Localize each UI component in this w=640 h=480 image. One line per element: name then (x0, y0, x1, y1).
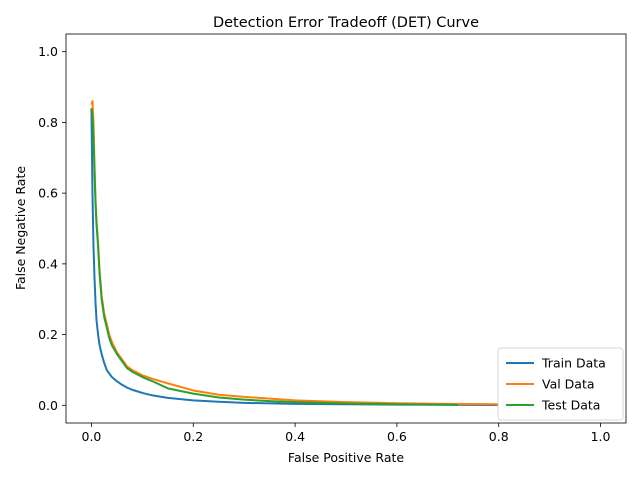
y-tick-label: 0.2 (38, 327, 58, 342)
x-tick-label: 0.6 (387, 429, 407, 444)
legend-box (497, 347, 624, 421)
x-tick-label: 0.0 (82, 429, 102, 444)
legend-entry-label: Val Data (542, 377, 595, 392)
series-line-test-data (90, 108, 459, 406)
series-line-train-data (90, 108, 499, 406)
y-tick-label: 0.6 (38, 186, 58, 201)
legend-entry-label: Test Data (541, 398, 600, 413)
y-tick-label: 0.0 (38, 398, 58, 413)
x-tick-label: 0.2 (183, 429, 203, 444)
axes-frame (65, 33, 627, 424)
x-tick-label: 0.8 (489, 429, 509, 444)
y-tick-label: 1.0 (38, 44, 58, 59)
chart-title: Detection Error Tradeoff (DET) Curve (213, 15, 479, 31)
y-axis-label: False Negative Rate (13, 166, 28, 290)
y-tick-label: 0.8 (38, 115, 58, 130)
x-tick-label: 0.4 (285, 429, 305, 444)
y-axis-ticks: 0.0 0.2 0.4 0.6 0.8 1.0 (38, 44, 66, 413)
x-axis-ticks: 0.0 0.2 0.4 0.6 0.8 1.0 (82, 423, 611, 444)
y-tick-label: 0.4 (38, 256, 58, 271)
x-axis-label: False Positive Rate (288, 450, 404, 465)
legend-entry-label: Train Data (541, 356, 606, 371)
x-tick-label: 1.0 (591, 429, 611, 444)
series-layer (90, 100, 499, 406)
legend: Train Data Val Data Test Data (497, 347, 624, 421)
